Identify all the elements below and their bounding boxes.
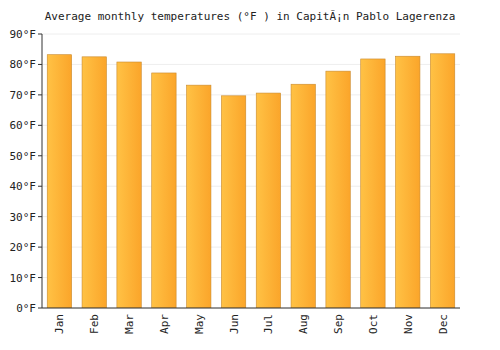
bar [396,56,420,308]
chart-container: Average monthly temperatures (°F ) in Ca… [0,0,500,350]
chart-svg: Average monthly temperatures (°F ) in Ca… [0,0,500,350]
bars [47,54,455,308]
x-tick-label: Oct [367,314,380,334]
y-tick-label: 60°F [10,119,37,132]
y-tick [38,125,42,126]
x-tick-label: Jul [262,314,275,334]
x-tick-label: Nov [402,314,415,334]
y-tick-label: 10°F [10,272,37,285]
x-tick-label: Feb [88,314,101,334]
y-tick-label: 30°F [10,211,37,224]
y-tick [38,308,42,309]
bar [326,71,350,308]
y-tick [38,277,42,278]
y-tick [38,34,42,35]
bar [430,54,454,308]
x-tick-label: Apr [158,314,171,334]
y-tick [38,155,42,156]
bar [117,62,141,308]
y-tick-label: 80°F [10,58,37,71]
y-tick-label: 90°F [10,28,37,41]
bar [187,85,211,308]
y-tick-label: 0°F [16,302,36,315]
x-tick-label: May [193,314,206,334]
bar [221,96,245,308]
grid-line [42,34,460,35]
y-tick-label: 40°F [10,180,37,193]
y-tick [38,186,42,187]
x-tick-label: Jan [53,314,66,334]
grid-line [42,308,460,309]
y-tick-label: 50°F [10,150,37,163]
x-tick-label: Sep [332,314,345,334]
y-tick [38,64,42,65]
bar [291,84,315,308]
x-tick-label: Jun [228,314,241,334]
x-tick-label: Aug [297,314,310,334]
bar [361,59,385,308]
x-axis [42,308,460,309]
y-tick [38,247,42,248]
y-tick [38,216,42,217]
y-tick-label: 20°F [10,241,37,254]
x-tick-label: Dec [437,314,450,334]
bar [256,93,280,308]
x-tick-label: Mar [123,314,136,334]
chart-title: Average monthly temperatures (°F ) in Ca… [45,10,456,23]
y-axis [42,34,43,308]
bar [47,55,71,308]
bar [82,57,106,308]
y-tick-label: 70°F [10,89,37,102]
y-tick [38,94,42,95]
bar [152,73,176,308]
